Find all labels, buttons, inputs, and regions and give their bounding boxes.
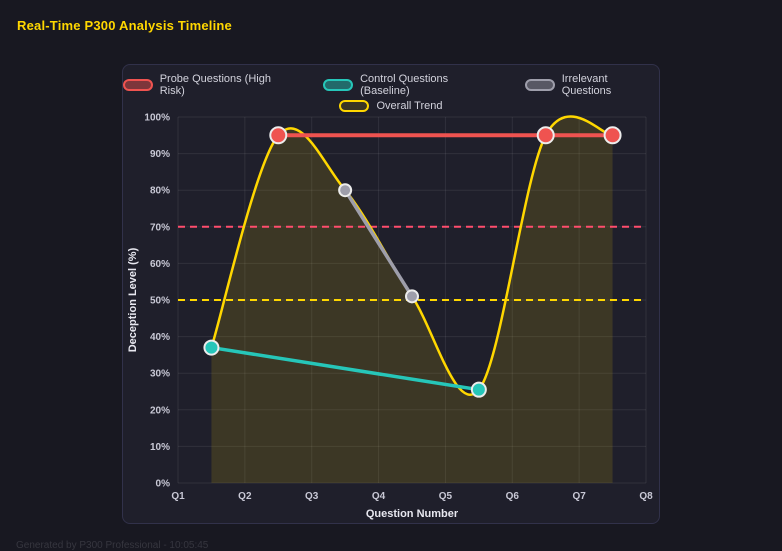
legend-swatch <box>323 79 354 91</box>
svg-text:40%: 40% <box>150 332 170 343</box>
legend-label: Probe Questions (High Risk) <box>159 73 271 97</box>
y-axis-title: Deception Level (%) <box>127 247 139 352</box>
data-point <box>338 183 353 198</box>
legend-swatch <box>123 79 153 91</box>
legend-label: Control Questions (Baseline) <box>360 73 449 97</box>
svg-text:60%: 60% <box>150 259 170 270</box>
svg-text:50%: 50% <box>150 296 170 307</box>
data-point <box>203 339 220 356</box>
legend-row: Probe Questions (High Risk) Control Quest… <box>123 73 659 97</box>
chart-legend: Probe Questions (High Risk) Control Quest… <box>123 73 659 112</box>
svg-text:Q2: Q2 <box>238 491 252 502</box>
svg-text:Q3: Q3 <box>305 491 319 502</box>
series-line <box>343 188 414 299</box>
svg-text:10%: 10% <box>150 442 170 453</box>
x-axis-title: Question Number <box>366 508 459 520</box>
svg-text:Q8: Q8 <box>639 491 653 502</box>
data-point <box>405 289 419 304</box>
svg-text:100%: 100% <box>144 113 170 124</box>
svg-text:Q1: Q1 <box>171 491 185 502</box>
svg-text:Q6: Q6 <box>506 491 520 502</box>
legend-item-control-questions-baseline[interactable]: Control Questions (Baseline) <box>323 73 499 97</box>
svg-text:80%: 80% <box>150 186 170 197</box>
svg-text:30%: 30% <box>150 369 170 380</box>
legend-label: Overall Trend <box>376 100 443 112</box>
data-point <box>470 381 487 398</box>
legend-item-probe-questions-high-risk[interactable]: Probe Questions (High Risk) <box>123 73 297 97</box>
legend-row: Overall Trend <box>339 100 443 112</box>
legend-swatch <box>525 79 555 91</box>
chart-panel: Probe Questions (High Risk) Control Quest… <box>122 64 660 524</box>
svg-text:20%: 20% <box>150 405 170 416</box>
page-title: Real-Time P300 Analysis Timeline <box>17 18 232 33</box>
series-line <box>209 345 481 392</box>
timeline-chart: Q1 Q2 Q3 Q4 Q5 Q6 Q7 Q8 0% 10% 20% 30% 40% 50% 60% 70% 8… <box>127 113 653 521</box>
data-point <box>603 126 622 145</box>
svg-text:90%: 90% <box>150 149 170 160</box>
legend-item-irrelevant-questions[interactable]: Irrelevant Questions <box>525 73 659 97</box>
svg-text:Q5: Q5 <box>439 491 453 502</box>
legend-item-overall-trend[interactable]: Overall Trend <box>339 100 443 112</box>
axis-tick-labels: Q1 Q2 Q3 Q4 Q5 Q6 Q7 Q8 0% 10% 20% 30% 40% 50% 60% 70% 8… <box>144 113 653 503</box>
svg-text:Q7: Q7 <box>572 491 586 502</box>
data-point <box>536 126 555 145</box>
svg-text:0%: 0% <box>156 479 171 490</box>
svg-text:Q4: Q4 <box>372 491 386 502</box>
chart-canvas[interactable]: Q1 Q2 Q3 Q4 Q5 Q6 Q7 Q8 0% 10% 20% 30% 40% 50% 60% 70% 8… <box>123 111 661 523</box>
svg-text:70%: 70% <box>150 222 170 233</box>
legend-swatch <box>339 100 370 112</box>
data-point <box>269 126 288 145</box>
legend-label: Irrelevant Questions <box>561 73 612 97</box>
